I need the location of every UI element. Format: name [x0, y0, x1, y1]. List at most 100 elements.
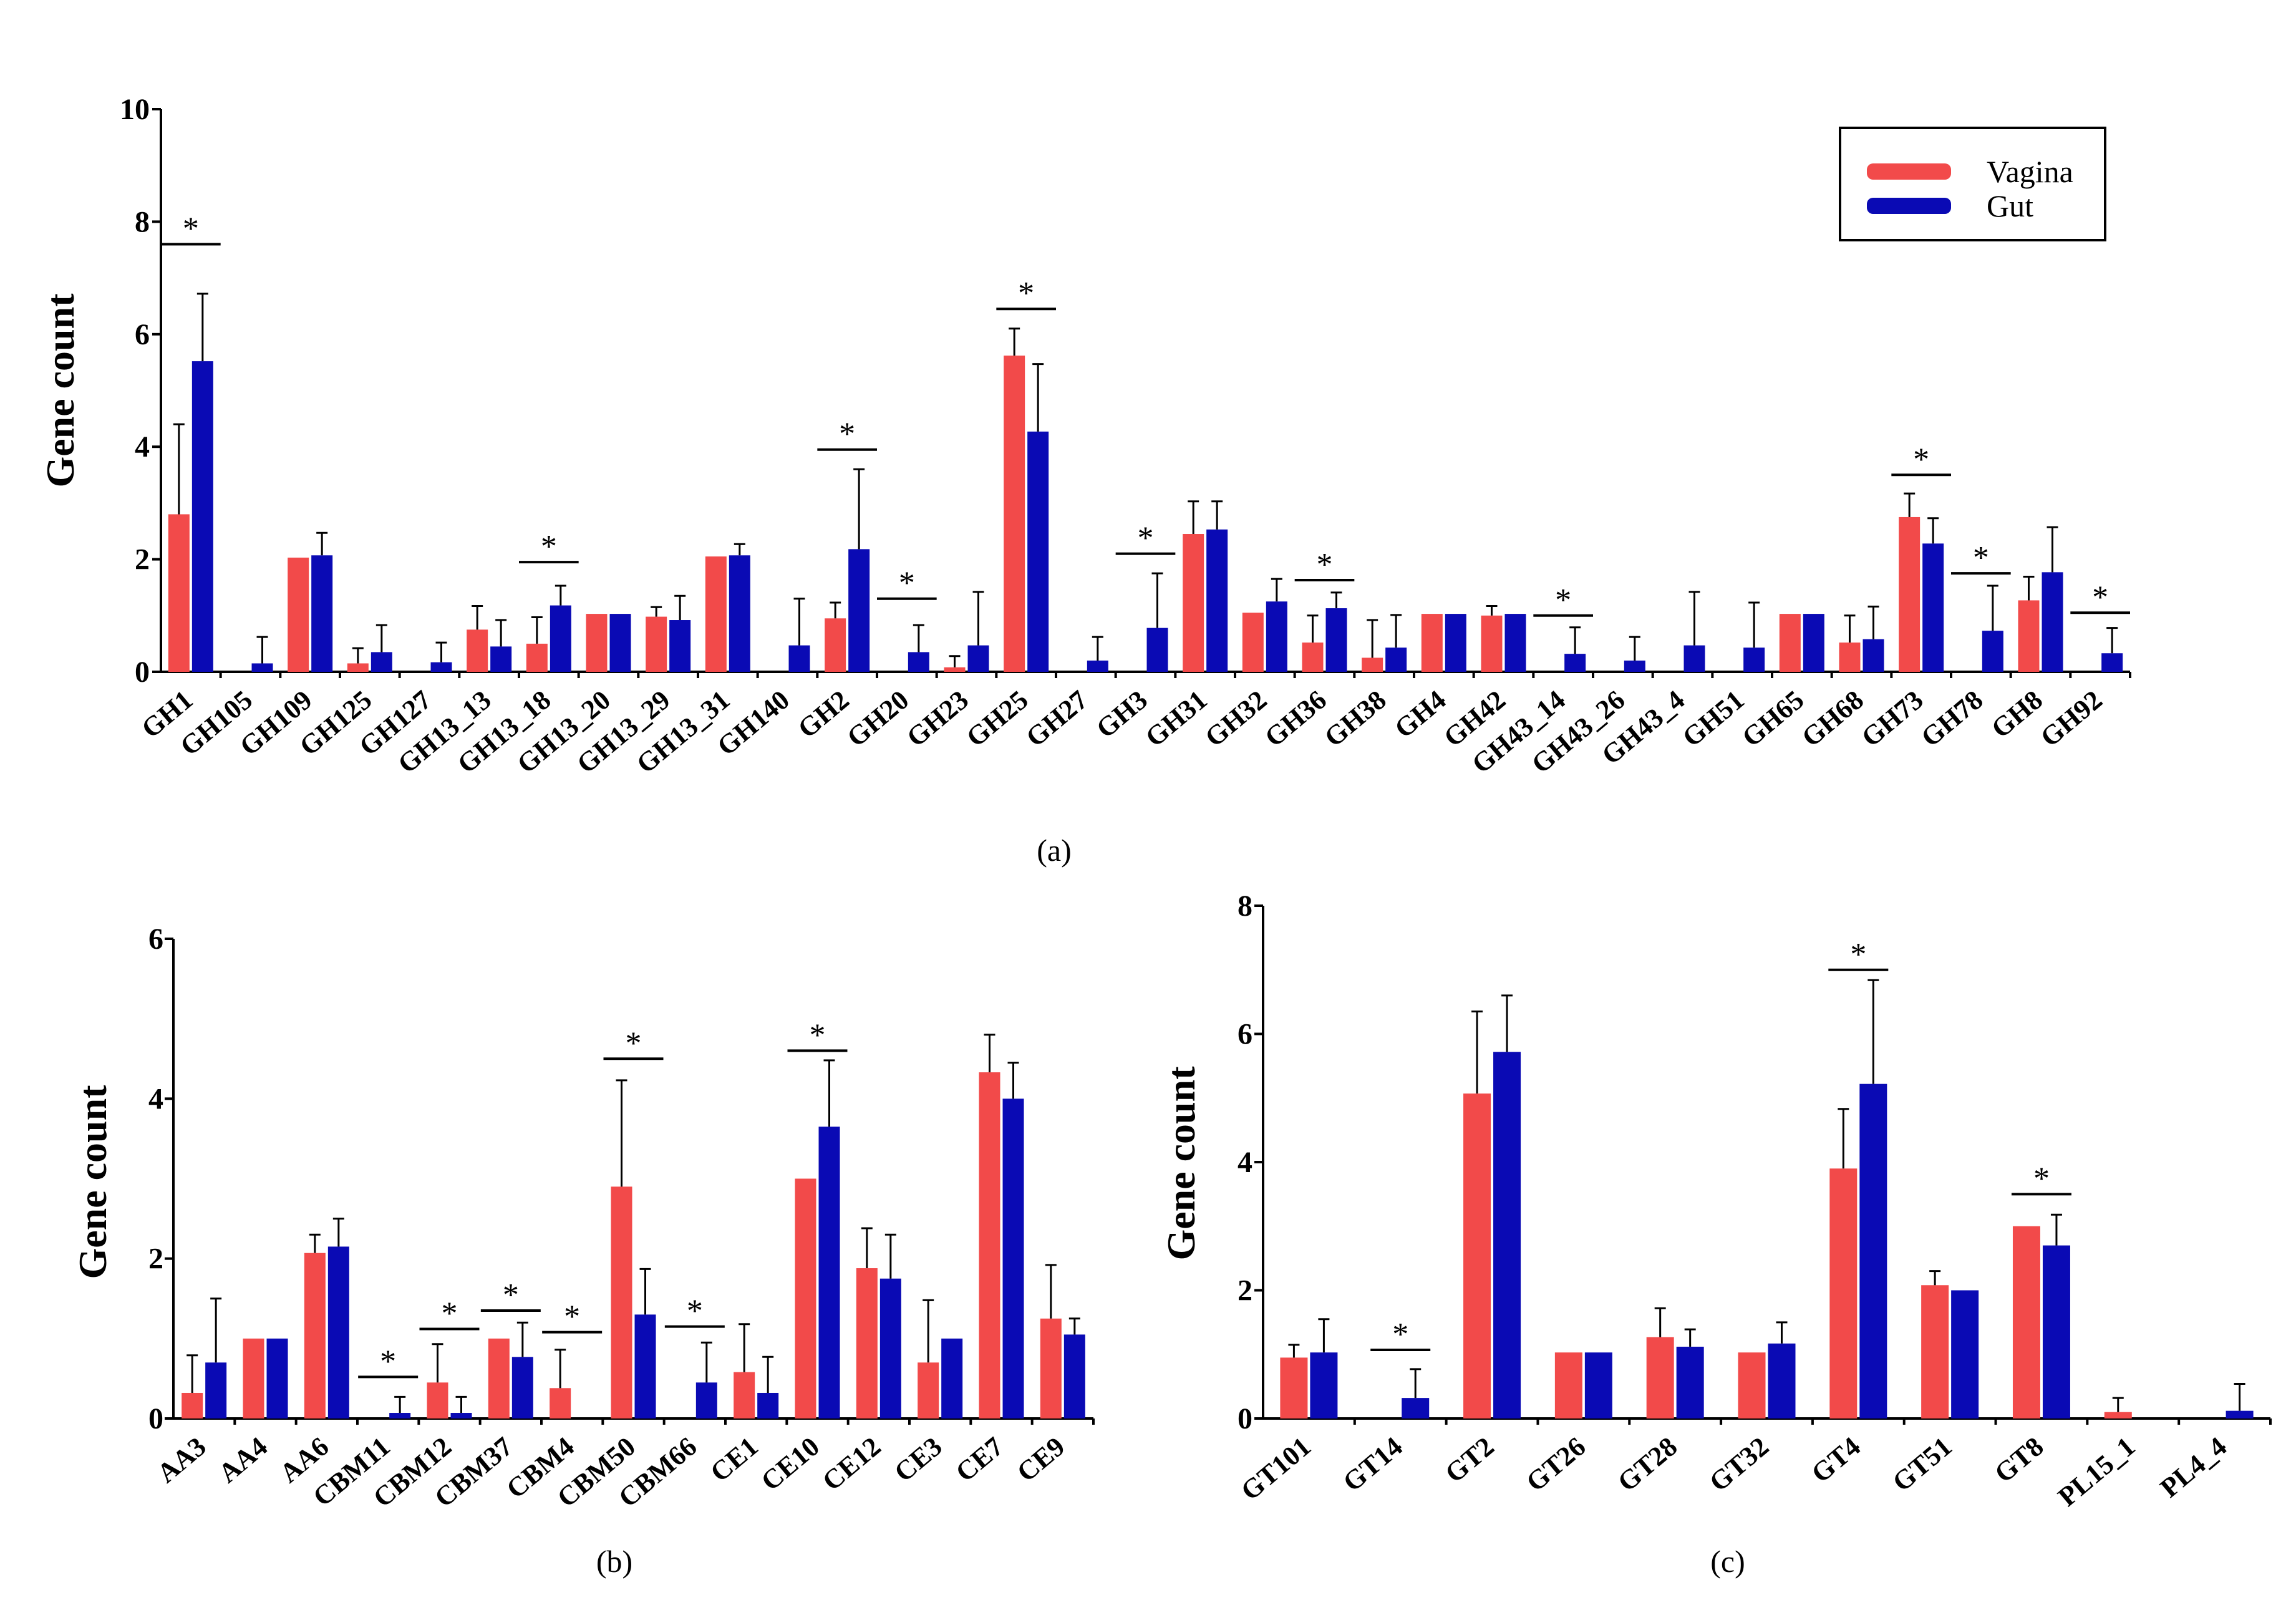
- bar-vagina: [550, 1388, 571, 1418]
- bar-vagina: [347, 663, 369, 672]
- bar-gut: [550, 605, 571, 672]
- bar-gut: [389, 1413, 411, 1418]
- significance-star: *: [380, 1344, 396, 1379]
- bar-vagina: [611, 1186, 632, 1418]
- bar-vagina: [1280, 1357, 1308, 1418]
- bar-vagina: [243, 1338, 264, 1418]
- y-tick-label: 0: [1238, 1402, 1252, 1435]
- bar-gut: [311, 555, 333, 672]
- bar-vagina: [918, 1362, 939, 1418]
- bar-vagina: [1921, 1285, 1949, 1418]
- bar-vagina: [1779, 614, 1801, 672]
- bar-vagina: [586, 614, 608, 672]
- bar-vagina: [526, 643, 548, 672]
- bar-vagina: [288, 557, 309, 672]
- bar-gut: [729, 555, 750, 672]
- bar-vagina: [979, 1072, 1000, 1418]
- bar-gut: [941, 1338, 963, 1418]
- significance-star: *: [1018, 276, 1034, 311]
- bar-gut: [879, 1278, 901, 1418]
- bar-vagina: [168, 514, 190, 672]
- bar-gut: [2101, 653, 2123, 672]
- bar-gut: [695, 1382, 717, 1418]
- bar-gut: [1624, 660, 1645, 672]
- y-tick-label: 0: [135, 656, 150, 689]
- bar-vagina: [944, 667, 966, 672]
- y-tick-label: 10: [120, 93, 150, 126]
- bar-gut: [1385, 647, 1407, 672]
- panel-label: (c): [1710, 1544, 1745, 1579]
- bar-gut: [1146, 628, 1168, 672]
- panel-label: (b): [596, 1544, 632, 1579]
- bar-gut: [327, 1246, 349, 1418]
- significance-star: *: [564, 1299, 580, 1335]
- bar-gut: [788, 645, 810, 672]
- significance-star: *: [541, 529, 557, 565]
- panel-label: (a): [1037, 833, 1072, 868]
- bar-gut: [1206, 529, 1228, 672]
- bar-gut: [1951, 1290, 1979, 1418]
- bar-vagina: [488, 1338, 510, 1418]
- bar-gut: [2042, 572, 2063, 672]
- bar-gut: [450, 1413, 472, 1418]
- bar-gut: [1087, 660, 1108, 672]
- bar-vagina: [646, 616, 667, 672]
- bar-gut: [251, 663, 273, 672]
- bar-gut: [511, 1357, 533, 1418]
- bar-gut: [1493, 1052, 1521, 1418]
- bar-gut: [1683, 645, 1705, 672]
- bar-gut: [1445, 614, 1466, 672]
- bar-gut: [1803, 614, 1824, 672]
- bar-gut: [1027, 431, 1049, 672]
- bar-vagina: [734, 1372, 755, 1418]
- bar-gut: [266, 1338, 288, 1418]
- significance-star: *: [1850, 937, 1866, 972]
- bar-vagina: [2012, 1226, 2040, 1418]
- bar-gut: [371, 652, 392, 672]
- bar-gut: [430, 662, 452, 672]
- y-axis-title: Gene count: [1159, 1066, 1203, 1261]
- bar-gut: [1862, 639, 1884, 672]
- y-tick-label: 2: [1238, 1274, 1252, 1307]
- significance-star: *: [626, 1026, 642, 1061]
- bar-vagina: [427, 1382, 448, 1418]
- significance-star: *: [839, 417, 855, 452]
- bar-vagina: [856, 1268, 878, 1418]
- bar-vagina: [1481, 615, 1503, 672]
- significance-star: *: [1138, 521, 1154, 556]
- bar-vagina: [795, 1178, 816, 1418]
- legend-box: [1839, 127, 2106, 241]
- bar-vagina: [304, 1253, 326, 1418]
- legend-label-gut: Gut: [1987, 188, 2033, 223]
- y-tick-label: 4: [148, 1082, 163, 1115]
- bar-vagina: [1463, 1093, 1491, 1418]
- significance-star: *: [2033, 1161, 2050, 1196]
- legend-swatch-vagina: [1867, 163, 1951, 180]
- bar-gut: [1676, 1346, 1704, 1418]
- bar-gut: [2226, 1410, 2254, 1418]
- y-tick-label: 4: [135, 430, 150, 463]
- bar-gut: [967, 645, 989, 672]
- significance-star: *: [442, 1296, 458, 1331]
- bar-vagina: [1004, 356, 1025, 672]
- significance-star: *: [503, 1278, 519, 1313]
- bar-vagina: [1421, 614, 1443, 672]
- bar-gut: [1922, 543, 1944, 672]
- legend-label-vagina: Vagina: [1987, 154, 2073, 189]
- bar-vagina: [1829, 1168, 1858, 1418]
- significance-star: *: [899, 566, 915, 601]
- significance-star: *: [1317, 547, 1333, 583]
- bar-vagina: [2018, 600, 2040, 672]
- bar-gut: [1063, 1334, 1085, 1418]
- bar-vagina: [1242, 613, 1264, 672]
- y-tick-label: 0: [148, 1402, 163, 1435]
- bar-gut: [1504, 614, 1526, 672]
- significance-star: *: [1913, 442, 1929, 477]
- bar-gut: [757, 1392, 779, 1418]
- bar-vagina: [825, 618, 846, 672]
- y-tick-label: 2: [148, 1243, 163, 1276]
- bar-vagina: [1839, 642, 1861, 672]
